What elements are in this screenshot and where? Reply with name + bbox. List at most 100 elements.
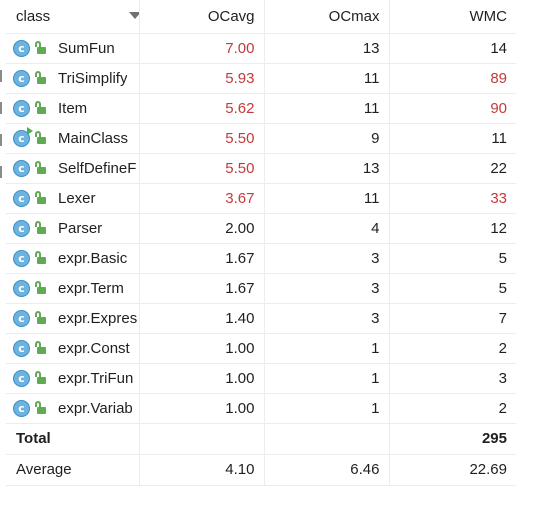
class-cell[interactable]: c Item xyxy=(6,93,140,124)
average-wmc: 22.69 xyxy=(389,454,516,486)
column-header-label: class xyxy=(16,7,51,25)
metrics-table: class OCavg OCmax WMC c SumFun 7.00 13 14 c Tr… xyxy=(6,0,516,486)
class-icon: c xyxy=(13,189,30,207)
class-icon: c xyxy=(13,399,30,417)
class-cell[interactable]: c TriSimplify xyxy=(6,63,140,94)
class-cell[interactable]: c expr.Term xyxy=(6,273,140,304)
column-header-class[interactable]: class xyxy=(6,0,140,34)
table-row[interactable]: c expr.Const 1.00 1 2 xyxy=(6,333,516,364)
sort-descending-icon[interactable] xyxy=(128,12,138,19)
wmc-value: 33 xyxy=(389,183,516,214)
wmc-value: 11 xyxy=(389,123,516,154)
class-cell[interactable]: c SumFun xyxy=(6,33,140,64)
wmc-value: 7 xyxy=(389,303,516,334)
ocavg-value: 1.40 xyxy=(139,303,265,334)
lock-icon xyxy=(34,131,46,145)
class-icon: c xyxy=(13,369,30,387)
class-cell[interactable]: c expr.Variab xyxy=(6,393,140,424)
class-name: SelfDefineF xyxy=(58,159,137,177)
ocavg-value: 1.00 xyxy=(139,333,265,364)
lock-icon xyxy=(34,41,46,55)
lock-icon xyxy=(34,101,46,115)
class-cell[interactable]: c Lexer xyxy=(6,183,140,214)
column-header-ocavg[interactable]: OCavg xyxy=(139,0,265,34)
class-cell[interactable]: c expr.Basic xyxy=(6,243,140,274)
ocavg-value: 5.62 xyxy=(139,93,265,124)
ocmax-value: 3 xyxy=(264,303,390,334)
total-ocmax xyxy=(264,423,390,455)
table-row[interactable]: c Item 5.62 11 90 xyxy=(6,93,516,124)
class-cell[interactable]: c MainClass xyxy=(6,123,140,154)
table-row[interactable]: c SelfDefineF 5.50 13 22 xyxy=(6,153,516,184)
average-label: Average xyxy=(6,454,140,486)
table-row[interactable]: c expr.Variab 1.00 1 2 xyxy=(6,393,516,424)
ocavg-value: 5.93 xyxy=(139,63,265,94)
wmc-value: 90 xyxy=(389,93,516,124)
lock-icon xyxy=(34,191,46,205)
ocmax-value: 9 xyxy=(264,123,390,154)
wmc-value: 5 xyxy=(389,273,516,304)
table-row[interactable]: c Lexer 3.67 11 33 xyxy=(6,183,516,214)
total-wmc: 295 xyxy=(389,423,516,455)
ocmax-value: 11 xyxy=(264,183,390,214)
lock-icon xyxy=(34,221,46,235)
class-icon: c xyxy=(13,309,30,327)
class-cell[interactable]: c expr.TriFun xyxy=(6,363,140,394)
table-row[interactable]: c Parser 2.00 4 12 xyxy=(6,213,516,244)
gutter-mark xyxy=(0,134,2,146)
ocavg-value: 5.50 xyxy=(139,153,265,184)
table-header-row: class OCavg OCmax WMC xyxy=(6,0,516,34)
class-name: expr.Expres xyxy=(58,309,138,327)
class-cell[interactable]: c SelfDefineF xyxy=(6,153,140,184)
class-name: Item xyxy=(58,99,88,117)
lock-icon xyxy=(34,251,46,265)
class-name: expr.Term xyxy=(58,279,124,297)
table-row[interactable]: c expr.Basic 1.67 3 5 xyxy=(6,243,516,274)
table-row[interactable]: c expr.TriFun 1.00 1 3 xyxy=(6,363,516,394)
class-icon: c xyxy=(13,159,30,177)
ocavg-value: 1.00 xyxy=(139,363,265,394)
class-cell[interactable]: c expr.Expres xyxy=(6,303,140,334)
table-row[interactable]: c TriSimplify 5.93 11 89 xyxy=(6,63,516,94)
class-name: Parser xyxy=(58,219,103,237)
lock-icon xyxy=(34,161,46,175)
total-ocavg xyxy=(139,423,265,455)
class-name: expr.Const xyxy=(58,339,130,357)
class-cell[interactable]: c Parser xyxy=(6,213,140,244)
total-row[interactable]: Total 295 xyxy=(6,423,516,455)
ocavg-value: 1.00 xyxy=(139,393,265,424)
wmc-value: 5 xyxy=(389,243,516,274)
ocavg-value: 1.67 xyxy=(139,273,265,304)
ocmax-value: 11 xyxy=(264,63,390,94)
table-row[interactable]: c expr.Term 1.67 3 5 xyxy=(6,273,516,304)
wmc-value: 2 xyxy=(389,393,516,424)
wmc-value: 2 xyxy=(389,333,516,364)
class-name: Lexer xyxy=(58,189,96,207)
class-cell[interactable]: c expr.Const xyxy=(6,333,140,364)
table-body: c SumFun 7.00 13 14 c TriSimplify 5.93 11 89 c Item… xyxy=(6,33,516,424)
ocavg-value: 3.67 xyxy=(139,183,265,214)
wmc-value: 12 xyxy=(389,213,516,244)
column-header-wmc[interactable]: WMC xyxy=(389,0,516,34)
ocavg-value: 2.00 xyxy=(139,213,265,244)
average-ocavg: 4.10 xyxy=(139,454,265,486)
class-name: TriSimplify xyxy=(58,69,128,87)
wmc-value: 89 xyxy=(389,63,516,94)
table-row[interactable]: c MainClass 5.50 9 11 xyxy=(6,123,516,154)
table-row[interactable]: c SumFun 7.00 13 14 xyxy=(6,33,516,64)
main-class-icon: c xyxy=(13,126,33,147)
total-label: Total xyxy=(6,423,140,455)
wmc-value: 14 xyxy=(389,33,516,64)
gutter-mark xyxy=(0,70,2,82)
lock-icon xyxy=(34,311,46,325)
column-header-ocmax[interactable]: OCmax xyxy=(264,0,390,34)
ocavg-value: 5.50 xyxy=(139,123,265,154)
class-icon: c xyxy=(13,219,30,237)
lock-icon xyxy=(34,281,46,295)
ocmax-value: 1 xyxy=(264,333,390,364)
average-row[interactable]: Average 4.10 6.46 22.69 xyxy=(6,454,516,486)
class-name: expr.Basic xyxy=(58,249,128,267)
class-icon: c xyxy=(13,249,30,267)
lock-icon xyxy=(34,401,46,415)
table-row[interactable]: c expr.Expres 1.40 3 7 xyxy=(6,303,516,334)
